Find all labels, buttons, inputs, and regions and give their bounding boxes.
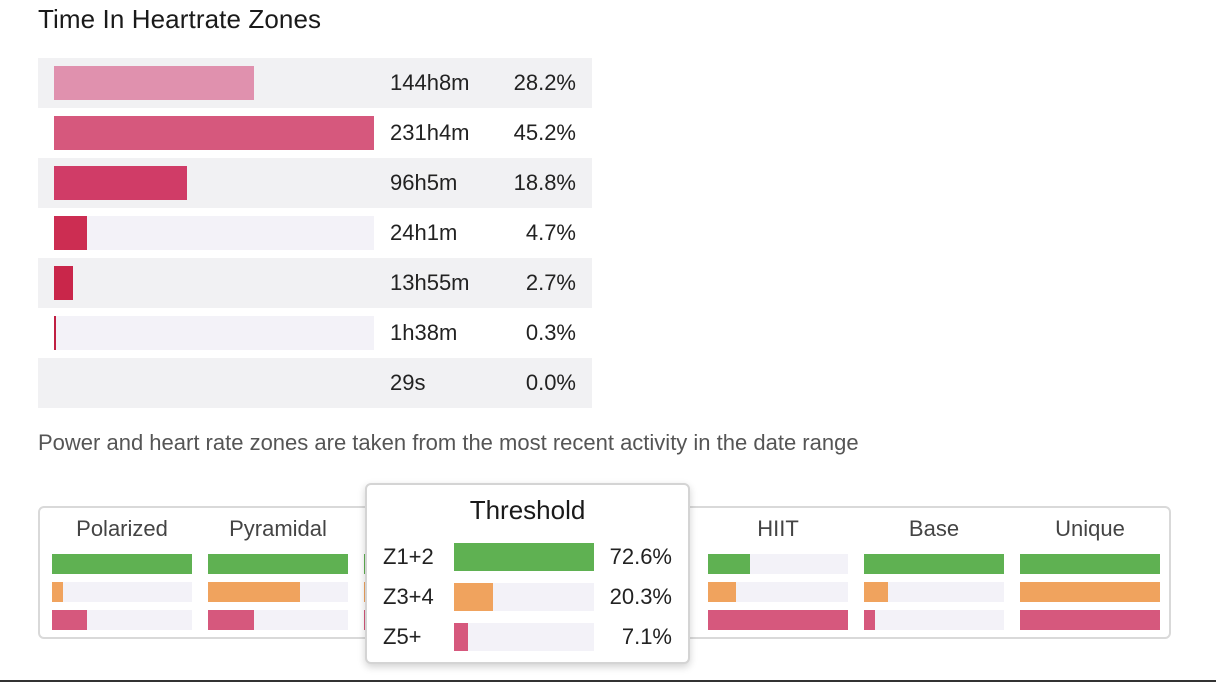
zone-time: 1h38m bbox=[390, 320, 458, 345]
zone-time: 144h8m bbox=[390, 70, 470, 95]
zone-bar bbox=[54, 216, 88, 250]
zone-time: 29s bbox=[390, 370, 426, 395]
zone-percent: 18.8% bbox=[513, 170, 576, 195]
page-title: Time In Heartrate Zones bbox=[38, 4, 322, 34]
zone-bar bbox=[54, 66, 254, 100]
zone-bar-track bbox=[54, 266, 374, 300]
distribution-label: HIIT bbox=[757, 516, 799, 541]
zone-bar bbox=[54, 116, 374, 150]
distribution-bar bbox=[208, 582, 301, 602]
zone-bar-track bbox=[54, 166, 374, 200]
distribution-bar-track bbox=[708, 554, 848, 574]
zone-row[interactable]: 144h8m 28.2% bbox=[38, 58, 592, 108]
zone-percent: 2.7% bbox=[525, 270, 576, 295]
zone-percent: 45.2% bbox=[513, 120, 576, 145]
distribution-bar-track bbox=[208, 582, 348, 602]
zone-time: 96h5m bbox=[390, 170, 458, 195]
tooltip-title: Threshold bbox=[469, 495, 586, 525]
distribution-bar-track bbox=[52, 554, 192, 574]
distribution-label: Base bbox=[908, 516, 960, 541]
tooltip-bar-track bbox=[454, 543, 594, 571]
zones-note: Power and heart rate zones are taken fro… bbox=[38, 430, 859, 455]
distribution-bar-track bbox=[708, 610, 848, 630]
distribution-bar bbox=[208, 554, 348, 574]
zone-bar-track bbox=[54, 66, 374, 100]
distribution-tooltip: Threshold Z1+2 72.6% Z3+4 20.3% Z5+ 7.1% bbox=[365, 483, 690, 664]
distribution-bar bbox=[708, 554, 750, 574]
distribution-bar-track bbox=[1020, 610, 1160, 630]
tooltip-zone-label: Z5+ bbox=[383, 624, 422, 649]
tooltip-percent: 20.3% bbox=[609, 584, 672, 609]
zone-bar bbox=[54, 316, 56, 350]
zone-bar-track bbox=[54, 316, 374, 350]
zone-percent: 0.3% bbox=[525, 320, 576, 345]
bottom-divider bbox=[0, 680, 1216, 682]
tooltip-percent: 72.6% bbox=[609, 544, 672, 569]
distribution-bar-track bbox=[864, 610, 1004, 630]
tooltip-bar bbox=[454, 623, 468, 651]
zone-percent: 0.0% bbox=[525, 370, 576, 395]
distribution-bar bbox=[52, 554, 192, 574]
distribution-bar-track bbox=[52, 610, 192, 630]
zone-bar-track bbox=[54, 216, 374, 250]
distribution-bar-track bbox=[52, 582, 192, 602]
zone-time: 24h1m bbox=[390, 220, 458, 245]
distribution-bar bbox=[52, 582, 64, 602]
zone-row[interactable]: 29s 0.0% bbox=[38, 358, 592, 408]
distribution-bar-track bbox=[208, 610, 348, 630]
distribution-label: Polarized bbox=[76, 516, 168, 541]
zone-row[interactable]: 231h4m 45.2% bbox=[38, 108, 592, 158]
distribution-bar-track bbox=[208, 554, 348, 574]
tooltip-bar-track bbox=[454, 583, 594, 611]
distribution-bar bbox=[708, 582, 736, 602]
distribution-bar bbox=[208, 610, 255, 630]
distribution-bar bbox=[1020, 554, 1160, 574]
distribution-bar-track bbox=[864, 554, 1004, 574]
distribution-bar bbox=[1020, 582, 1160, 602]
tooltip-zone-label: Z3+4 bbox=[383, 584, 434, 609]
tooltip-row: Z1+2 72.6% bbox=[367, 537, 688, 577]
zone-bar-track bbox=[54, 366, 374, 400]
zone-time: 231h4m bbox=[390, 120, 470, 145]
zone-bar-track bbox=[54, 116, 374, 150]
distribution-bar bbox=[52, 610, 87, 630]
tooltip-percent: 7.1% bbox=[621, 624, 672, 649]
distribution-label: Unique bbox=[1055, 516, 1125, 541]
distribution-bar bbox=[864, 582, 888, 602]
zone-row[interactable]: 96h5m 18.8% bbox=[38, 158, 592, 208]
distribution-bar bbox=[864, 554, 1004, 574]
tooltip-bar-track bbox=[454, 623, 594, 651]
distribution-bar bbox=[864, 610, 876, 630]
tooltip-bar bbox=[454, 583, 494, 611]
zone-row[interactable]: 1h38m 0.3% bbox=[38, 308, 592, 358]
zone-row[interactable]: 24h1m 4.7% bbox=[38, 208, 592, 258]
tooltip-row: Z3+4 20.3% bbox=[367, 577, 688, 617]
distribution-bar bbox=[708, 610, 848, 630]
distribution-bar-track bbox=[864, 582, 1004, 602]
tooltip-row: Z5+ 7.1% bbox=[367, 617, 688, 657]
zone-bar bbox=[54, 266, 74, 300]
distribution-bar bbox=[1020, 610, 1160, 630]
distribution-bar-track bbox=[1020, 554, 1160, 574]
tooltip-bar bbox=[454, 543, 594, 571]
tooltip-zone-label: Z1+2 bbox=[383, 544, 434, 569]
zone-bar bbox=[54, 166, 188, 200]
distribution-bar-track bbox=[708, 582, 848, 602]
zone-percent: 4.7% bbox=[525, 220, 576, 245]
distribution-bar-track bbox=[1020, 582, 1160, 602]
zone-percent: 28.2% bbox=[513, 70, 576, 95]
zone-time: 13h55m bbox=[390, 270, 470, 295]
zone-row[interactable]: 13h55m 2.7% bbox=[38, 258, 592, 308]
distribution-label: Pyramidal bbox=[229, 516, 327, 541]
heartrate-zones-table: 144h8m 28.2% 231h4m 45.2% 96h5m 18.8% 24h1m 4.7… bbox=[38, 58, 592, 408]
